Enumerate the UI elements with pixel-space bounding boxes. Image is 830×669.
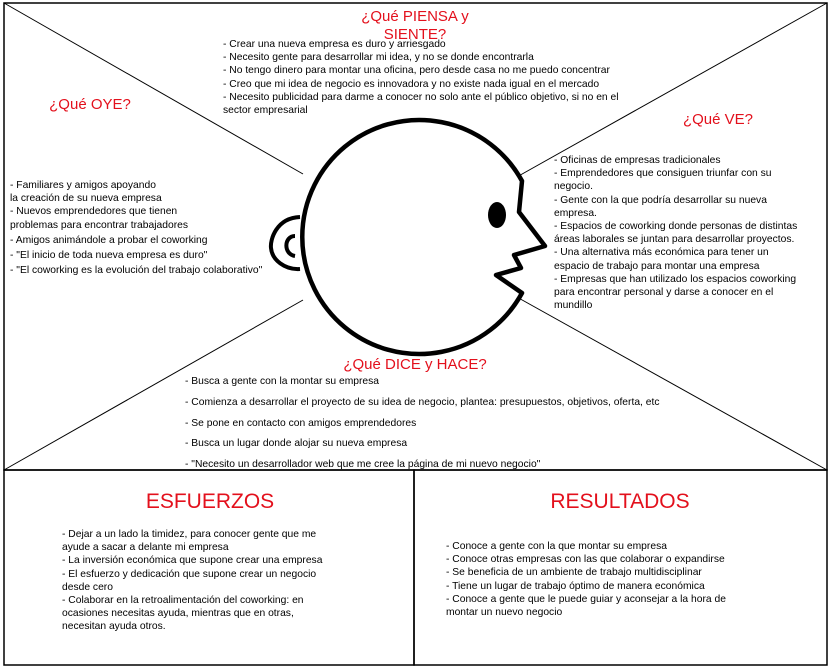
list-item: - Se pone en contacto con amigos emprend… [185,417,417,429]
list-item: ocasiones necesitas ayuda, mientras que … [62,608,294,620]
list-item: - La inversión económica que supone crea… [62,555,323,567]
oye-title: ¿Qué OYE? [49,96,131,113]
list-item: - "Necesito un desarrollador web que me … [185,459,541,471]
resultados-title: RESULTADOS [550,490,690,513]
diagonal-top-right [514,2,828,179]
list-item: - Oficinas de empresas tradicionales [554,155,721,166]
resultados-list: - Conoce a gente con la que montar su em… [446,540,726,619]
list-item: - Necesito publicidad para darme a conoc… [223,91,619,103]
list-item: - Nuevos emprendedores que tienen [10,206,178,218]
list-item: - Amigos animándole a probar el coworkin… [10,234,208,246]
esfuerzos-list: - Dejar a un lado la timidez, para conoc… [62,528,322,634]
ve-title: ¿Qué VE? [682,111,754,128]
list-item: - Conoce otras empresas con las que cola… [446,554,725,566]
dice-hace-list: - Busca a gente con la montar su empresa… [185,375,660,479]
list-item: - Gente con la que podría desarrollar su… [554,194,767,206]
list-item: montar un nuevo negocio [446,607,563,619]
list-item: - Familiares y amigos apoyando [10,180,156,191]
oye-list: - Familiares y amigos apoyando la creaci… [10,179,262,277]
list-item: - El esfuerzo y dedicación que supone cr… [62,568,317,580]
list-item: - "El coworking es la evolución del trab… [10,265,263,277]
list-item: para encontrar personal y darse a conoce… [554,287,774,299]
list-item: problemas para encontrar trabajadores [10,219,189,231]
dice-hace-title: ¿Qué DICE y HACE? [343,356,487,373]
diagonal-top-left [3,2,304,175]
list-item: necesitan ayuda otros. [62,621,166,633]
head-outline [300,117,548,357]
list-item: - Busca un lugar donde alojar su nueva e… [185,438,408,450]
ve-list: - Oficinas de empresas tradicionales - E… [554,154,797,312]
list-item: áreas laborales se juntan para desarroll… [554,234,795,246]
list-item: - Necesito gente para desarrollar mi ide… [223,52,534,64]
list-item: empresa. [554,207,597,219]
list-item: ayude a sacar a delante mi empresa [62,542,229,554]
list-item: - "El inicio de toda nueva empresa es du… [10,250,208,262]
resultados-panel-border [413,469,828,666]
list-item: - Se beneficia de un ambiente de trabajo… [446,567,702,579]
list-item: - Crear una nueva empresa es duro y arri… [223,39,446,50]
list-item: espacio de trabajo para montar una empre… [554,260,760,272]
list-item: - Espacios de coworking donde personas d… [554,221,798,233]
diagonal-bottom-left [3,299,304,471]
list-item: - Una alternativa más económica para ten… [554,247,769,259]
piensa-siente-title: ¿Qué PIENSA y SIENTE? [361,8,469,43]
list-item: - Tiene un lugar de trabajo óptimo de ma… [446,580,705,592]
list-item: - Conoce a gente que le puede guiar y ac… [446,593,726,605]
list-item: - Comienza a desarrollar el proyecto de … [185,396,660,408]
list-item: desde cero [62,581,113,593]
list-item: mundillo [554,300,593,312]
list-item: negocio. [554,181,593,193]
list-item: - Conoce a gente con la que montar su em… [446,541,667,552]
diagonal-bottom-right [514,295,828,471]
list-item: - No tengo dinero para montar una oficin… [223,65,610,77]
list-item: - Creo que mi idea de negocio es innovad… [223,78,600,90]
list-item: - Busca a gente con la montar su empresa [185,376,380,387]
eye-icon [488,202,506,228]
list-item: sector empresarial [223,105,308,117]
list-item: - Colaborar en la retroalimentación del … [62,595,304,607]
list-item: - Dejar a un lado la timidez, para conoc… [62,529,317,540]
list-item: la creación de su nueva empresa [10,193,162,205]
piensa-siente-list: - Crear una nueva empresa es duro y arri… [223,38,619,117]
list-item: - Emprendedores que consiguen triunfar c… [554,168,772,180]
ear-inner [284,234,296,258]
list-item: - Empresas que han utilizado los espacio… [554,273,797,285]
esfuerzos-title: ESFUERZOS [145,490,275,513]
